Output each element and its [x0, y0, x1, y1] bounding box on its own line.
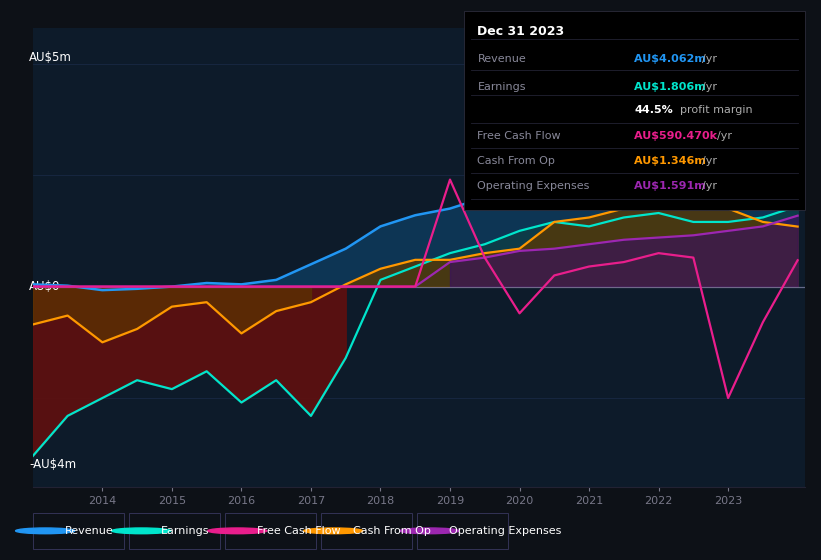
- Text: Earnings: Earnings: [478, 82, 526, 92]
- Text: Free Cash Flow: Free Cash Flow: [257, 526, 341, 536]
- Text: AU$4.062m: AU$4.062m: [635, 54, 710, 64]
- Text: AU$1.346m: AU$1.346m: [635, 156, 710, 166]
- Text: AU$590.470k: AU$590.470k: [635, 132, 721, 142]
- Text: 44.5%: 44.5%: [635, 105, 673, 115]
- Text: Dec 31 2023: Dec 31 2023: [478, 25, 565, 38]
- FancyBboxPatch shape: [225, 513, 316, 549]
- Text: Earnings: Earnings: [161, 526, 209, 536]
- Circle shape: [112, 528, 171, 534]
- FancyBboxPatch shape: [129, 513, 220, 549]
- Circle shape: [400, 528, 459, 534]
- FancyBboxPatch shape: [33, 513, 124, 549]
- Text: /yr: /yr: [702, 156, 717, 166]
- Text: Operating Expenses: Operating Expenses: [449, 526, 562, 536]
- Circle shape: [208, 528, 267, 534]
- Text: AU$1.806m: AU$1.806m: [635, 82, 710, 92]
- Text: AU$5m: AU$5m: [29, 50, 72, 64]
- Text: AU$0: AU$0: [29, 280, 61, 293]
- Text: /yr: /yr: [717, 132, 732, 142]
- Text: /yr: /yr: [702, 181, 717, 191]
- FancyBboxPatch shape: [464, 11, 805, 210]
- Text: Free Cash Flow: Free Cash Flow: [478, 132, 561, 142]
- Text: AU$1.591m: AU$1.591m: [635, 181, 710, 191]
- Text: Revenue: Revenue: [478, 54, 526, 64]
- Circle shape: [304, 528, 363, 534]
- Text: /yr: /yr: [702, 82, 717, 92]
- FancyBboxPatch shape: [417, 513, 508, 549]
- Text: Revenue: Revenue: [65, 526, 113, 536]
- Text: Operating Expenses: Operating Expenses: [478, 181, 589, 191]
- Text: profit margin: profit margin: [681, 105, 753, 115]
- Text: -AU$4m: -AU$4m: [29, 459, 76, 472]
- Circle shape: [16, 528, 75, 534]
- Text: Cash From Op: Cash From Op: [478, 156, 555, 166]
- FancyBboxPatch shape: [321, 513, 412, 549]
- Text: Cash From Op: Cash From Op: [353, 526, 431, 536]
- Text: /yr: /yr: [702, 54, 717, 64]
